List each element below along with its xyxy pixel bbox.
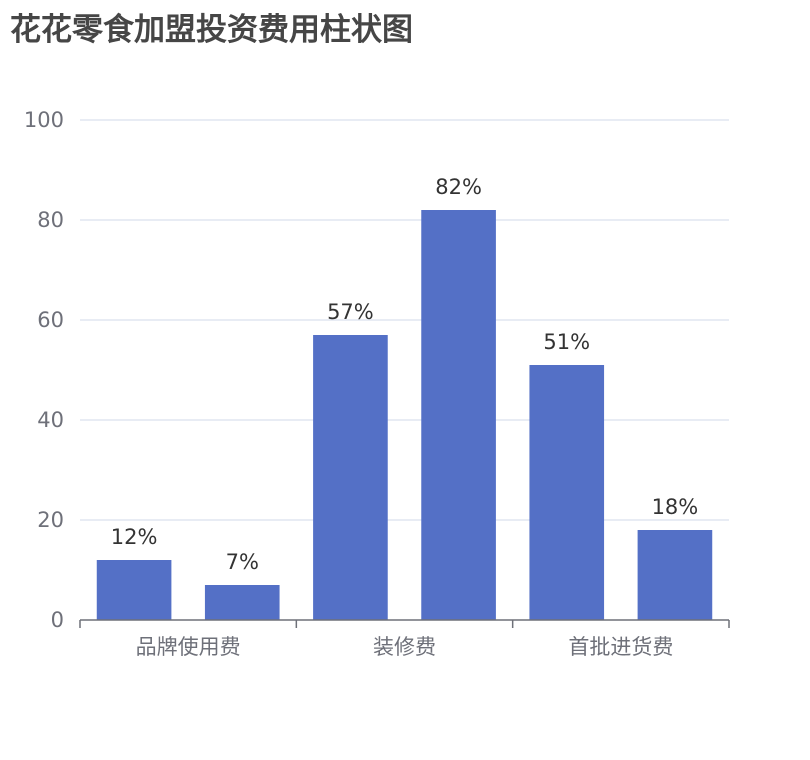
y-tick-label: 0	[51, 608, 64, 632]
data-label: 51%	[543, 330, 590, 354]
chart-title: 花花零食加盟投资费用柱状图	[10, 12, 413, 48]
data-label: 57%	[327, 300, 374, 324]
x-tick-label: 首批进货费	[568, 635, 673, 659]
bar	[529, 365, 605, 620]
data-label: 82%	[435, 175, 482, 199]
x-tick-label: 品牌使用费	[136, 635, 241, 659]
bar	[637, 530, 713, 620]
x-tick-label: 装修费	[373, 635, 436, 659]
y-tick-label: 40	[37, 408, 64, 432]
grid-lines	[80, 119, 729, 521]
data-label: 12%	[111, 525, 158, 549]
data-label: 18%	[652, 495, 699, 519]
bar	[96, 560, 172, 620]
x-axis: 品牌使用费 装修费 首批进货费	[79, 619, 730, 659]
bar	[313, 335, 388, 620]
y-axis-tick-labels: 0 20 40 60 80 100	[24, 108, 64, 632]
bar	[204, 585, 280, 620]
y-tick-label: 80	[37, 208, 64, 232]
bars	[96, 210, 713, 620]
y-tick-label: 20	[37, 508, 64, 532]
y-tick-label: 100	[24, 108, 64, 132]
y-tick-label: 60	[37, 308, 64, 332]
bar	[421, 210, 496, 620]
data-label: 7%	[226, 550, 259, 574]
data-labels: 12% 7% 57% 82% 51% 18%	[111, 175, 699, 574]
